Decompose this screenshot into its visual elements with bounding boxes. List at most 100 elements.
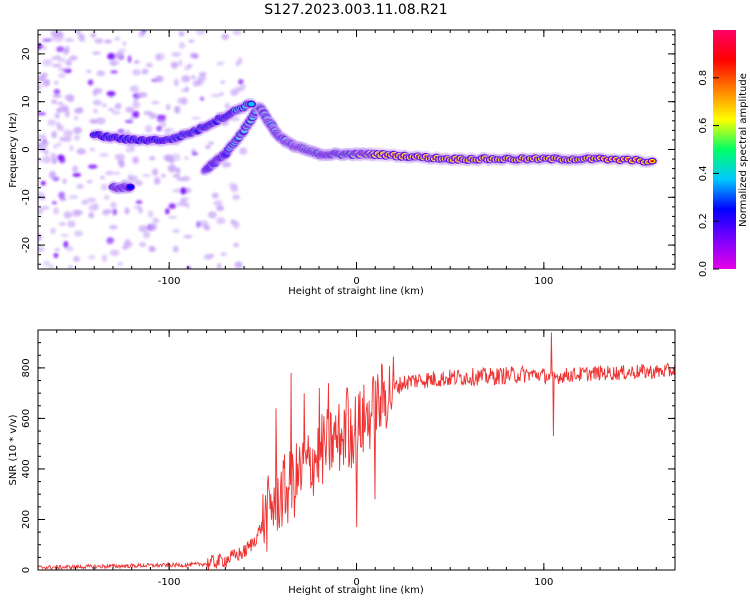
spectrogram-noise-blob <box>220 120 229 126</box>
spectrogram-noise-blob <box>58 191 66 200</box>
spectrogram-noise-blob <box>109 225 118 230</box>
snr-y-tick-label: 200 <box>21 510 32 529</box>
spectrogram-noise-blob <box>43 149 49 156</box>
spectrogram-noise-blob <box>125 106 135 113</box>
colorbar-ticks: 0.0 0.2 0.4 0.6 0.8 <box>698 70 719 277</box>
spectrogram-noise-blob <box>115 51 125 59</box>
spectrogram-noise-blob <box>205 144 211 150</box>
spectrogram-noise-blob <box>137 91 148 98</box>
snr-y-tick-label: 400 <box>21 459 32 478</box>
spectrogram-noise-blob <box>120 161 125 166</box>
spectrogram-noise-blob <box>42 59 53 67</box>
spectrogram-noise-blob <box>144 124 153 133</box>
spectrogram-noise-blob <box>94 38 104 44</box>
spectrogram-noise-blob <box>176 202 181 206</box>
spectrogram-noise-blob <box>138 31 144 38</box>
spectrogram-noise-blob <box>114 36 121 41</box>
spectrogram-noise-blob <box>216 205 225 212</box>
spectrogram-noise-blob <box>129 85 139 93</box>
spectrogram-noise-blob <box>132 97 139 104</box>
spectrogram-noise-blob <box>69 144 74 152</box>
spectrogram-noise-blob <box>76 30 81 35</box>
spectrogram-noise-blob <box>57 67 68 72</box>
spectrogram-noise-blob <box>51 63 62 68</box>
spectrogram-noise-blob <box>172 245 179 253</box>
spectrogram-noise-blob <box>106 91 116 97</box>
spectrogram-noise-blob <box>173 78 179 87</box>
spectrogram-noise-blob <box>58 157 66 164</box>
spectrogram-noise-blob <box>73 230 83 237</box>
colorbar-tick-label: 0.2 <box>698 213 709 229</box>
snr-x-axis-label: Height of straight line (km) <box>288 585 424 596</box>
spectrogram-noise-blob <box>38 207 44 215</box>
spectrogram-noise-blob <box>64 45 70 54</box>
spectrogram-noise-blob <box>239 147 248 155</box>
spectrogram-x-tick-label: 100 <box>534 276 553 287</box>
spectrogram-noise-blob <box>38 246 45 253</box>
spectrogram-noise-blob <box>190 75 196 80</box>
spectrogram-noise-blob <box>51 130 57 139</box>
spectrogram-y-tick-label: 20 <box>21 48 32 61</box>
spectrogram-noise-blob <box>143 231 151 239</box>
spectrogram-noise-blob <box>63 129 73 138</box>
spectrogram-noise-blob <box>110 201 117 209</box>
spectrogram-noise-blob <box>168 203 177 210</box>
colorbar: 0.0 0.2 0.4 0.6 0.8 Normalized spectral ampl… <box>698 30 749 277</box>
spectrogram-noise-blob <box>189 52 196 59</box>
spectrogram-noise-blob <box>180 198 187 207</box>
spectrogram-noise-blob <box>172 174 181 178</box>
spectrogram-noise-blob <box>127 55 132 63</box>
spectrogram-noise-blob <box>171 51 182 57</box>
spectrogram-noise-blob <box>161 121 167 128</box>
spectrogram-ridge <box>200 100 659 176</box>
spectrogram-noise-blob <box>72 172 82 177</box>
spectrogram-noise-blob <box>96 70 106 77</box>
spectrogram-noise-blob <box>39 145 44 153</box>
spectrogram-noise-blob <box>124 119 134 123</box>
spectrogram-noise-blob <box>111 110 121 115</box>
spectrogram-noise-blob <box>50 227 56 234</box>
spectrogram-noise-blob <box>132 101 141 109</box>
spectrogram-noise-blob <box>92 51 101 55</box>
spectrogram-noise-blob <box>65 59 72 67</box>
spectrogram-noise-blob <box>181 75 191 83</box>
spectrogram-noise-blob <box>63 211 73 219</box>
spectrogram-noise-blob <box>53 252 59 259</box>
spectrogram-noise-blob <box>56 57 66 63</box>
spectrogram-noise-blob <box>211 192 219 199</box>
spectrogram-noise-blob <box>221 161 232 168</box>
spectrogram-noise-blob <box>122 41 127 47</box>
spectrogram-noise-blob <box>114 103 122 110</box>
spectrogram-noise-blob <box>42 38 52 42</box>
spectrogram-noise-blob <box>134 180 143 186</box>
spectrogram-noise-blob <box>63 240 69 249</box>
spectrogram-noise-blob <box>124 207 130 215</box>
spectrogram-noise-blob <box>66 94 75 103</box>
spectrogram-noise-blob <box>77 33 85 40</box>
spectrogram-noise-blob <box>42 155 52 164</box>
spectrogram-noise-blob <box>88 212 95 219</box>
spectrogram-noise-blob <box>165 103 171 111</box>
spectrogram-noise-blob <box>57 73 66 78</box>
snr-series-line <box>38 332 675 570</box>
spectrogram-x-axis-label: Height of straight line (km) <box>288 286 424 297</box>
spectrogram-noise-blob <box>87 164 98 169</box>
spectrogram-noise-blob <box>47 119 57 127</box>
spectrogram-noise-blob <box>38 84 42 91</box>
spectrogram-noise-blob <box>88 255 96 260</box>
spectrogram-noise-blob <box>71 209 82 217</box>
spectrogram-noise-blob <box>208 141 215 145</box>
spectrogram-noise-blob <box>139 241 146 248</box>
spectrogram-noise-blob <box>151 101 160 105</box>
spectrogram-noise-blob <box>93 108 98 114</box>
spectrogram-noise-blob <box>132 156 139 164</box>
spectrogram-noise-blob <box>228 182 238 189</box>
spectrogram-noise-blob <box>89 118 99 124</box>
spectrogram-noise-blob <box>168 215 178 219</box>
spectrogram-noise-blob <box>175 167 181 174</box>
spectrogram-noise-blob <box>92 203 99 211</box>
colorbar-tick-label: 0.0 <box>698 261 709 277</box>
spectrogram-noise-blob <box>81 199 88 205</box>
spectrogram-noise-blob <box>148 112 157 120</box>
